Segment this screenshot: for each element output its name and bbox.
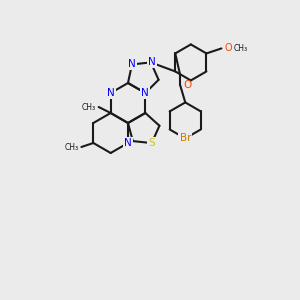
Text: N: N — [141, 88, 149, 98]
Text: CH₃: CH₃ — [64, 142, 78, 152]
Text: N: N — [107, 88, 115, 98]
Text: CH₃: CH₃ — [233, 44, 248, 53]
Text: N: N — [148, 57, 156, 68]
Text: O: O — [224, 44, 232, 53]
Text: N: N — [124, 138, 132, 148]
Text: CH₃: CH₃ — [82, 103, 96, 112]
Text: Br: Br — [179, 134, 191, 143]
Text: O: O — [183, 80, 191, 90]
Text: S: S — [148, 138, 155, 148]
Text: N: N — [128, 59, 136, 69]
